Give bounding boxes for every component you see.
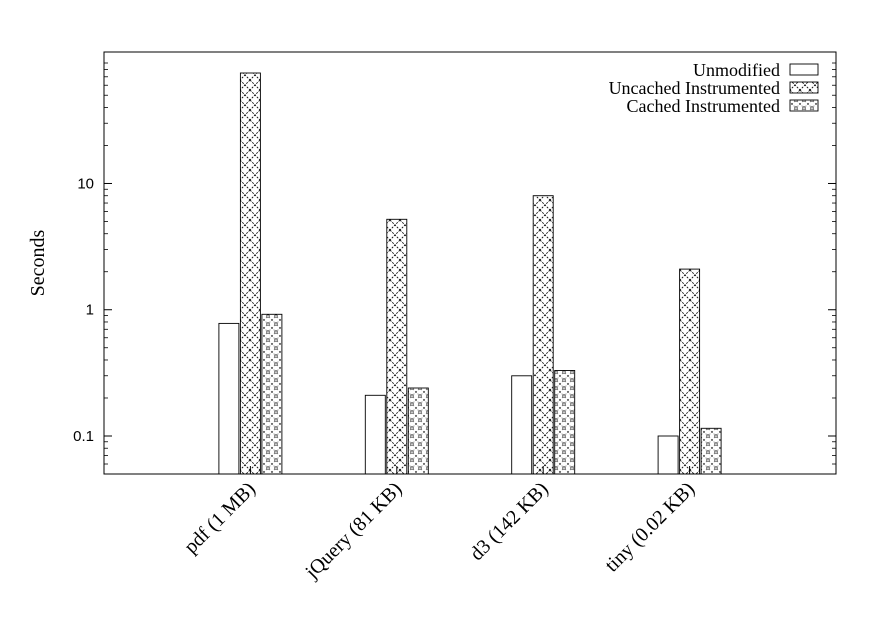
legend-label-1: Uncached Instrumented — [609, 78, 780, 98]
legend-label-0: Unmodified — [693, 60, 780, 80]
bar-uncached-instrumented-1 — [386, 218, 408, 475]
legend-label-2: Cached Instrumented — [627, 96, 780, 116]
bar-unmodified-3 — [657, 435, 679, 475]
legend-swatch-2 — [789, 99, 819, 112]
bar-cached-instrumented-3 — [700, 427, 722, 475]
bar-uncached-instrumented-3 — [679, 268, 701, 475]
y-tick-label-0: 0.1 — [73, 428, 94, 445]
plot-frame — [103, 51, 837, 475]
y-axis-label: Seconds — [27, 229, 49, 296]
bar-unmodified-0 — [218, 322, 240, 475]
x-tick-label-0: pdf (1 MB) — [180, 478, 260, 558]
legend-swatch-0 — [789, 63, 819, 76]
bar-cached-instrumented-0 — [261, 313, 283, 475]
x-tick-labels: pdf (1 MB) jQuery (81 KB) d3 (142 KB) tiny … — [180, 466, 699, 584]
x-tick-label-2: d3 (142 KB) — [466, 478, 553, 565]
y-ticks: 0.1 1 10 — [73, 62, 836, 465]
bar-uncached-instrumented-2 — [532, 195, 554, 475]
bar-unmodified-1 — [364, 394, 386, 475]
bars-layer — [218, 72, 722, 475]
y-tick-label-1: 1 — [86, 302, 94, 319]
y-tick-label-2: 10 — [77, 175, 94, 192]
bar-unmodified-2 — [511, 375, 533, 475]
bar-cached-instrumented-1 — [407, 387, 429, 475]
legend-swatch-1 — [789, 81, 819, 94]
x-tick-label-1: jQuery (81 KB) — [301, 478, 407, 584]
bar-cached-instrumented-2 — [554, 370, 576, 475]
bar-uncached-instrumented-0 — [239, 72, 261, 475]
x-tick-label-3: tiny (0.02 KB) — [601, 478, 699, 576]
